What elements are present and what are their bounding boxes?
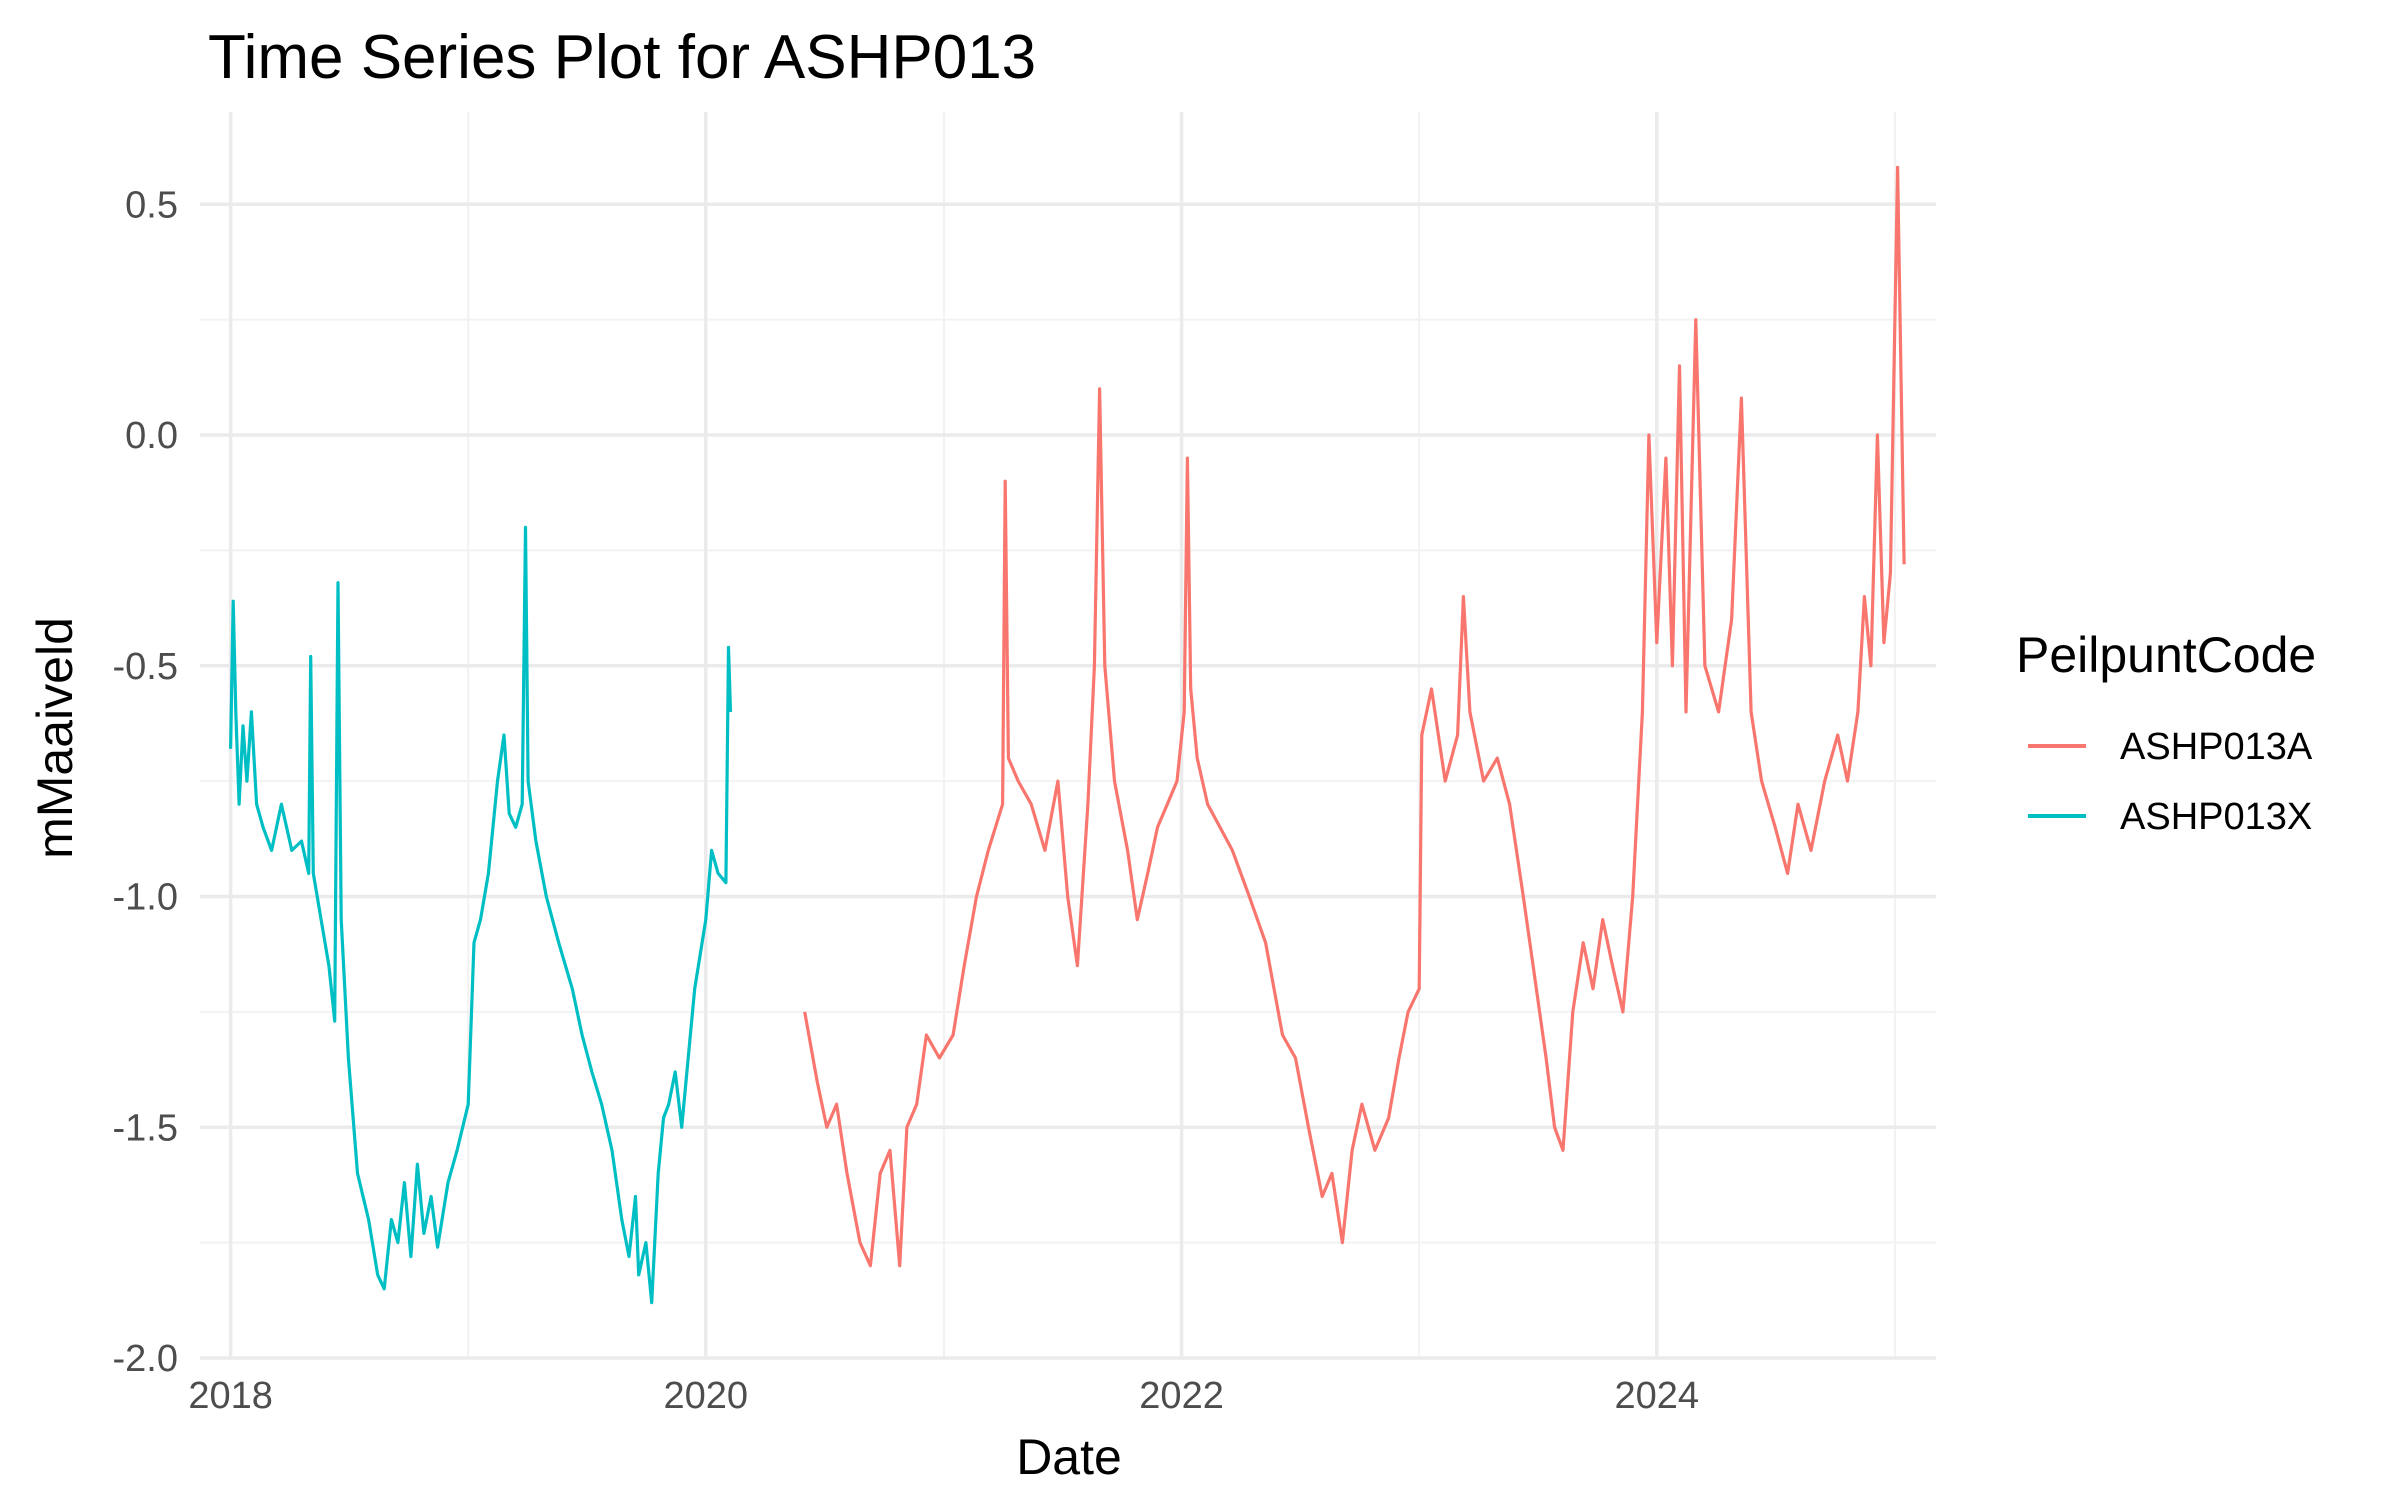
legend: PeilpuntCode ASHP013A ASHP013X (2016, 627, 2316, 838)
grid-layer (200, 112, 1936, 1360)
x-tick-label: 2020 (663, 1375, 748, 1417)
x-tick-label: 2022 (1139, 1375, 1224, 1417)
legend-label-ashp013a: ASHP013A (2120, 726, 2313, 768)
series-line-ashp013x (229, 525, 733, 1305)
y-tick-label: -1.5 (113, 1107, 178, 1149)
y-tick-label: -2.0 (113, 1338, 178, 1380)
legend-title: PeilpuntCode (2016, 627, 2316, 683)
y-tick-label: -1.0 (113, 877, 178, 919)
x-tick-label: 2024 (1614, 1375, 1699, 1417)
legend-items: ASHP013A ASHP013X (2028, 726, 2313, 838)
y-tick-label: 0.0 (125, 415, 178, 457)
y-tick-label: -0.5 (113, 646, 178, 688)
x-axis-title: Date (1016, 1429, 1122, 1485)
legend-label-ashp013x: ASHP013X (2120, 796, 2312, 838)
y-axis-title: mMaaiveld (27, 617, 83, 859)
y-tick-label: 0.5 (125, 184, 178, 226)
x-tick-label: 2018 (188, 1375, 273, 1417)
series-layer (229, 165, 1906, 1305)
series-line-ashp013a (803, 165, 1906, 1268)
chart-title: Time Series Plot for ASHP013 (208, 23, 1036, 92)
